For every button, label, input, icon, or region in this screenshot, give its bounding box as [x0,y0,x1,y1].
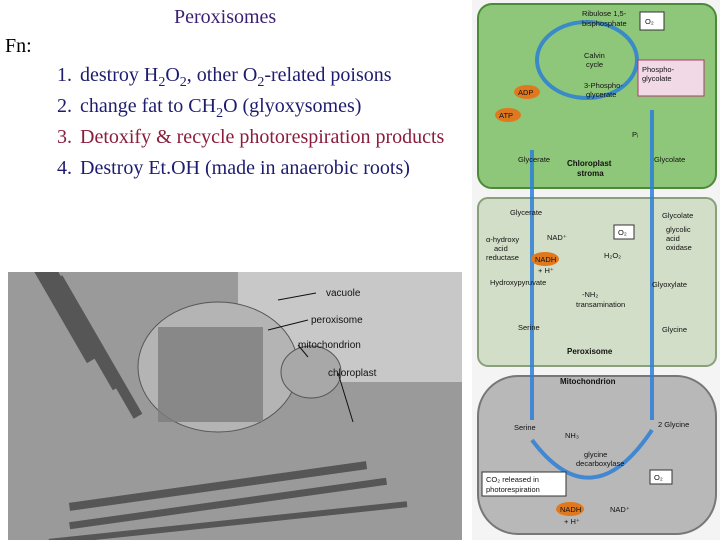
item-text: -related poisons [264,64,392,86]
diagram-label: Calvin [584,51,605,60]
diagram-label: acid [666,234,680,243]
diagram-label: O₂ [645,17,654,26]
diagram-label: Glycolate [654,155,685,164]
diagram-label: NADH [560,505,581,514]
item-number: 2. [57,95,72,117]
item-number: 4. [57,157,72,179]
diagram-label: Peroxisome [567,347,613,356]
diagram-label: Pᵢ [632,130,638,139]
item-number: 3. [57,126,72,148]
diagram-label: glycolic [666,225,691,234]
diagram-label: glycerate [586,90,616,99]
diagram-label: decarboxylase [576,459,624,468]
diagram-label: acid [494,244,508,253]
diagram-label: Glycerate [510,208,542,217]
diagram-label: Glycerate [518,155,550,164]
item-text: change fat to CH [80,95,217,117]
subscript: 2 [216,106,224,121]
subscript: 2 [158,75,166,90]
diagram-label: NH₃ [565,431,579,440]
diagram-label: oxidase [666,243,692,252]
diagram-label: photorespiration [486,485,540,494]
diagram-label: Serine [514,423,536,432]
diagram-label: glycine [584,450,607,459]
function-list: 1. destroy H2O2, other O2-related poisons… [0,62,460,186]
diagram-label: NADH [535,255,556,264]
diagram-label: Glycine [662,325,687,334]
subscript: 2 [179,75,187,90]
function-item: 1. destroy H2O2, other O2-related poisons [0,62,450,90]
diagram-label: bisphosphate [582,19,627,28]
item-text: , other O [186,64,258,86]
diagram-label: Mitochondrion [560,377,616,386]
diagram-label: CO₂ released in [486,475,539,484]
micrograph-label: peroxisome [311,315,363,326]
diagram-label: ADP [518,88,533,97]
micrograph-label: mitochondrion [298,340,361,351]
diagram-label: Glycolate [662,211,693,220]
diagram-label: O₂ [618,228,627,237]
diagram-label: -NH₂ [582,290,598,299]
function-item: 2. change fat to CH2O (glyoxysomes) [0,93,450,121]
diagram-label: + H⁺ [564,517,580,526]
micrograph: vacuole peroxisome mitochondrion chlorop… [8,272,462,540]
item-number: 1. [57,64,72,86]
diagram-label: Serine [518,323,540,332]
pathway-diagram: Ribulose 1,5- bisphosphate O₂ Calvin cyc… [472,0,720,540]
diagram-label: H₂O₂ [604,251,621,260]
diagram-label: O₂ [654,473,663,482]
diagram-label: α-hydroxy [486,235,519,244]
slide-title: Peroxisomes [174,6,277,28]
diagram-label: reductase [486,253,519,262]
diagram-label: + H⁺ [538,266,554,275]
item-text: Detoxify & recycle photorespiration prod… [80,126,445,148]
diagram-label: NAD⁺ [547,233,567,242]
diagram-label: Chloroplast [567,159,612,168]
diagram-label: Ribulose 1,5- [582,9,627,18]
item-text: O [165,64,180,86]
micrograph-label: chloroplast [328,368,377,379]
diagram-label: glycolate [642,74,672,83]
diagram-label: Phospho- [642,65,675,74]
diagram-label: Glyoxylate [652,280,687,289]
item-text: Destroy Et.OH (made in anaerobic roots) [80,157,410,179]
diagram-label: 2 Glycine [658,420,689,429]
diagram-label: ATP [499,111,513,120]
fn-label: Fn: [5,35,32,57]
subscript: 2 [257,75,265,90]
function-item: 4. Destroy Et.OH (made in anaerobic roots… [0,155,450,182]
diagram-label: stroma [577,169,604,178]
diagram-label: cycle [586,60,603,69]
function-item: 3. Detoxify & recycle photorespiration pr… [0,124,450,151]
item-text: O (glyoxysomes) [223,95,362,117]
micrograph-label: vacuole [326,288,361,299]
diagram-label: 3-Phospho- [584,81,623,90]
diagram-label: Hydroxypyruvate [490,278,546,287]
item-text: destroy H [80,64,159,86]
diagram-label: NAD⁺ [610,505,630,514]
diagram-label: transamination [576,300,625,309]
